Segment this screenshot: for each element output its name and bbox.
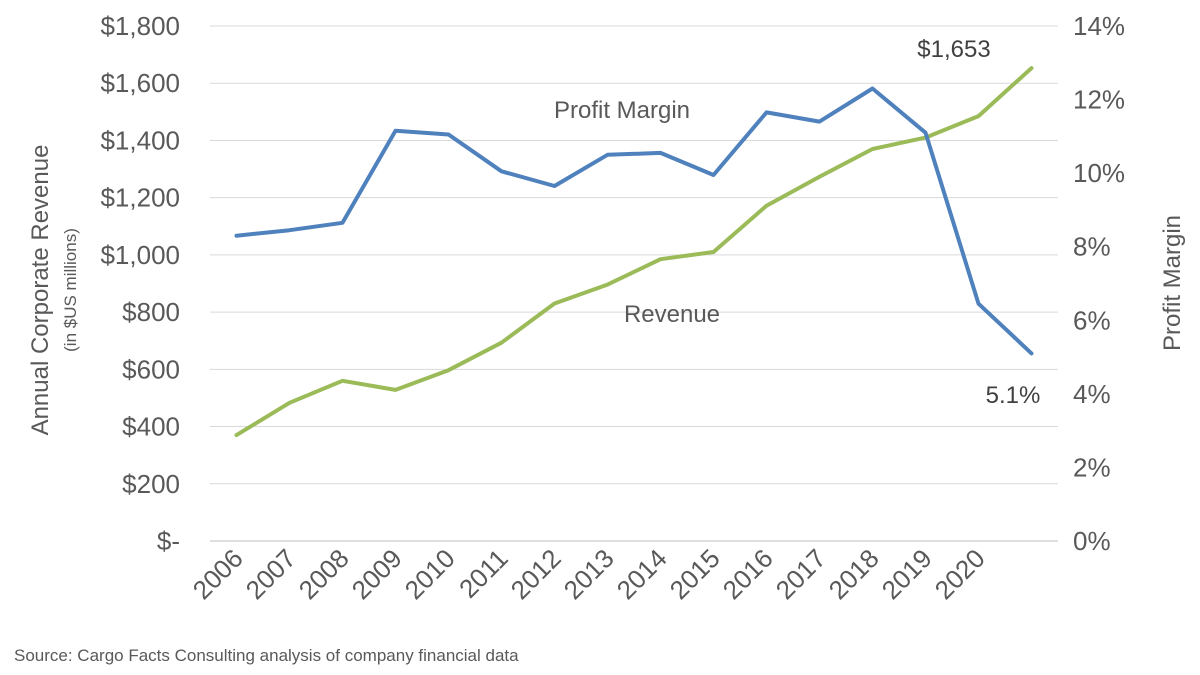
left-tick-label: $1,000 — [100, 240, 180, 270]
right-tick-label: 12% — [1073, 85, 1125, 115]
right-tick-label: 8% — [1073, 232, 1111, 262]
left-axis-subtitle: (in $US millions) — [61, 228, 80, 352]
right-tick-label: 4% — [1073, 379, 1111, 409]
left-tick-label: $200 — [122, 469, 180, 499]
end-revenue-annotation: $1,653 — [917, 36, 990, 63]
right-axis-ticks: 0% 2% 4% 6% 8% 10% 12% 14% — [1073, 11, 1125, 556]
gridlines — [210, 25, 1058, 542]
x-tick-label: 2013 — [558, 543, 620, 605]
x-tick-label: 2020 — [929, 543, 991, 605]
x-tick-label: 2012 — [505, 543, 567, 605]
right-tick-label: 14% — [1073, 11, 1125, 41]
x-tick-label: 2010 — [399, 543, 461, 605]
x-tick-label: 2017 — [770, 543, 832, 605]
left-axis-ticks: $- $200 $400 $600 $800 $1,000 $1,200 $1,400 $1,6… — [100, 11, 180, 556]
right-tick-label: 10% — [1073, 158, 1125, 188]
source-note: Source: Cargo Facts Consulting analysis … — [14, 646, 519, 665]
left-tick-label: $1,400 — [100, 125, 180, 155]
end-margin-annotation: 5.1% — [986, 382, 1041, 409]
left-tick-label: $800 — [122, 297, 180, 327]
x-tick-label: 2009 — [346, 543, 408, 605]
revenue-series-label: Revenue — [624, 301, 720, 328]
x-tick-label: 2016 — [717, 543, 779, 605]
profit-margin-series-label: Profit Margin — [554, 97, 690, 124]
profit-margin-line — [234, 86, 1034, 356]
left-tick-label: $1,600 — [100, 68, 180, 98]
x-tick-label: 2019 — [876, 543, 938, 605]
dual-axis-line-chart: $- $200 $400 $600 $800 $1,000 $1,200 $1,400 $1,6… — [27, 11, 1186, 605]
revenue-line — [234, 66, 1034, 438]
left-tick-label: $600 — [122, 354, 180, 384]
right-tick-label: 2% — [1073, 452, 1111, 482]
series-lines — [234, 66, 1034, 438]
x-tick-label: 2011 — [453, 543, 514, 604]
left-tick-label: $1,200 — [100, 183, 180, 213]
right-tick-label: 0% — [1073, 526, 1111, 556]
left-tick-label: $- — [157, 526, 180, 556]
x-tick-label: 2014 — [611, 543, 673, 605]
right-axis-title: Profit Margin — [1159, 215, 1186, 351]
x-tick-label: 2008 — [293, 543, 355, 605]
x-tick-label: 2015 — [664, 543, 726, 605]
left-axis-title: Annual Corporate Revenue — [27, 145, 54, 436]
x-axis-ticks: 2006200720082009201020112012201320142015… — [187, 543, 991, 605]
left-tick-label: $1,800 — [100, 11, 180, 41]
left-tick-label: $400 — [122, 412, 180, 442]
x-tick-label: 2018 — [823, 543, 885, 605]
x-tick-label: 2006 — [187, 543, 249, 605]
x-tick-label: 2007 — [240, 543, 302, 605]
right-tick-label: 6% — [1073, 305, 1111, 335]
